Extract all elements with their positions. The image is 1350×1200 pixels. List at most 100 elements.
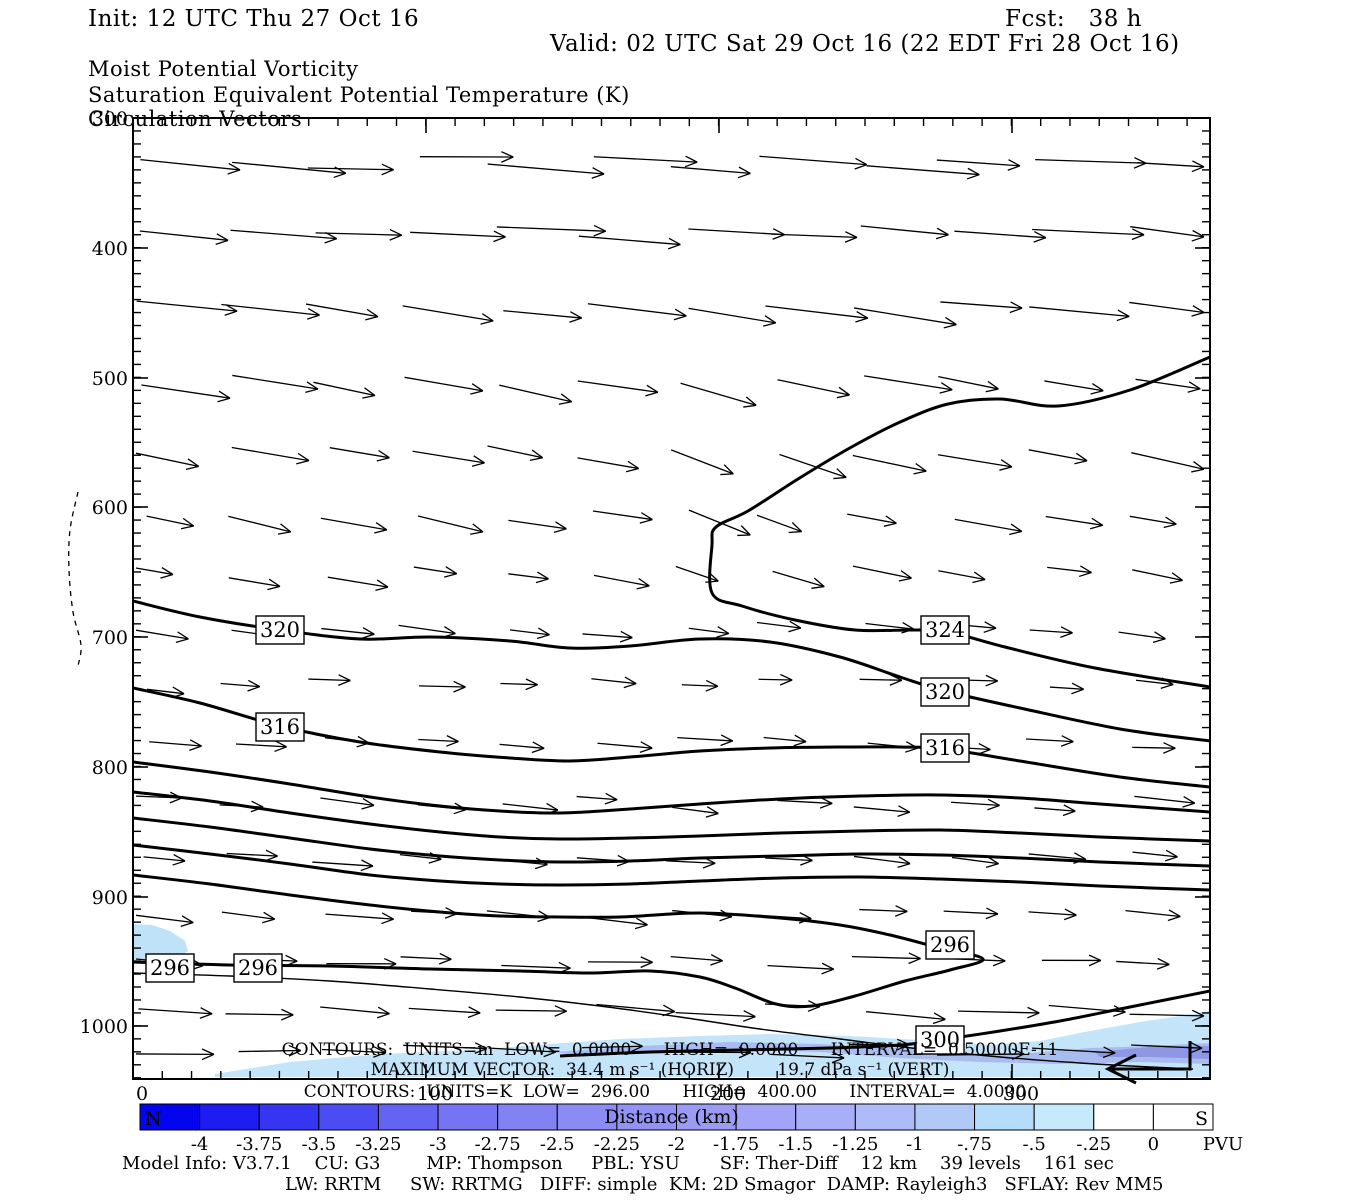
circulation-vector-arrow bbox=[1048, 1004, 1126, 1017]
circulation-vector-arrow bbox=[225, 1008, 294, 1021]
circulation-vector-arrow bbox=[859, 905, 908, 917]
circulation-vector-arrow bbox=[1129, 515, 1177, 529]
colorbar-tick-label: -2.25 bbox=[594, 1134, 640, 1155]
x-axis-tick-label: 200 bbox=[710, 1083, 746, 1105]
colorbar-segment bbox=[139, 1103, 201, 1131]
circulation-vector-arrow bbox=[677, 734, 734, 747]
colorbar-segment bbox=[795, 1103, 856, 1131]
circulation-vector-arrow bbox=[758, 673, 793, 686]
circulation-vector-arrow bbox=[500, 678, 538, 691]
circulation-vector-arrow bbox=[136, 300, 238, 316]
theta-es-contour-line bbox=[133, 599, 1210, 743]
circulation-vector-arrow bbox=[670, 449, 734, 476]
circulation-vector-arrow bbox=[859, 674, 903, 686]
circulation-vector-arrow bbox=[404, 376, 484, 395]
circulation-vector-arrow bbox=[1132, 569, 1183, 584]
circulation-vector-arrow bbox=[486, 910, 551, 923]
axes bbox=[132, 117, 1211, 1080]
dashed-contour-fragment bbox=[68, 491, 82, 667]
contour-info-mpv: CONTOURS: UNITS=m LOW= 0.0000 HIGH= 0.00… bbox=[281, 1040, 1059, 1060]
circulation-vector-arrow bbox=[143, 853, 186, 866]
circulation-vector-arrow bbox=[852, 454, 927, 475]
circulation-vector-arrow bbox=[1028, 852, 1087, 865]
circulation-vector-arrow bbox=[1125, 909, 1181, 922]
circulation-vector-arrow bbox=[1118, 631, 1166, 643]
circulation-vector-arrow bbox=[593, 574, 650, 590]
circulation-vector-arrow bbox=[500, 857, 548, 870]
circulation-vector-arrow bbox=[1132, 742, 1176, 754]
circulation-vector-arrow bbox=[864, 375, 953, 394]
circulation-vector-arrow bbox=[1116, 957, 1170, 970]
circulation-vector-arrow bbox=[597, 741, 653, 753]
circulation-vector-arrow bbox=[496, 224, 607, 237]
circulation-vector-arrow bbox=[315, 228, 402, 241]
circulation-vector-arrow bbox=[313, 381, 376, 399]
cross-section-endpoint-n: N bbox=[145, 1108, 162, 1130]
circulation-vector-arrow bbox=[1029, 626, 1073, 638]
y-axis-tick-label: 700 bbox=[92, 627, 128, 649]
colorbar-segment bbox=[377, 1103, 439, 1131]
circulation-vector-arrow bbox=[1130, 226, 1205, 242]
svg-text:316: 316 bbox=[260, 715, 300, 739]
colorbar-segment bbox=[437, 1103, 499, 1131]
circulation-vector-arrow bbox=[578, 235, 681, 250]
circulation-vector-arrow bbox=[399, 852, 442, 864]
circulation-vector-arrow bbox=[135, 1048, 215, 1061]
colorbar-segment bbox=[199, 1103, 260, 1131]
circulation-vector-arrow bbox=[771, 231, 858, 243]
circulation-vector-arrow bbox=[1045, 515, 1104, 530]
circulation-vector-arrow bbox=[866, 165, 980, 180]
circulation-vector-arrow bbox=[592, 510, 653, 524]
circulation-vector-arrow bbox=[669, 1046, 752, 1059]
circulation-vector-arrow bbox=[860, 225, 949, 240]
circulation-vector-arrow bbox=[763, 734, 807, 747]
circulation-vector-arrow bbox=[235, 740, 287, 753]
circulation-vector-arrow bbox=[1131, 452, 1205, 473]
circulation-vector-arrow bbox=[847, 513, 897, 527]
circulation-vector-arrow bbox=[577, 380, 659, 397]
pvu-colorbar: -4 -3.75 -3.5 -3.25 -3 -2.75 -2.5 -2.25 -2 -1.75-… bbox=[139, 1103, 1243, 1155]
circulation-vector-arrow bbox=[403, 1042, 488, 1054]
colorbar-tick-label: -1 bbox=[906, 1134, 924, 1155]
y-axis-tick-label: 600 bbox=[92, 497, 128, 519]
circulation-vector-arrow bbox=[141, 384, 231, 403]
circulation-vector-arrow bbox=[402, 305, 494, 325]
circulation-vector-arrow bbox=[770, 1051, 845, 1064]
colorbar-segment bbox=[616, 1103, 678, 1131]
theta-es-contour-line bbox=[133, 816, 1210, 868]
circulation-vector-arrow bbox=[312, 859, 374, 872]
mpv-shading-region bbox=[133, 924, 188, 962]
colorbar-tick-label: -4 bbox=[191, 1134, 209, 1155]
circulation-vector-arrow bbox=[1129, 301, 1205, 317]
circulation-vector-arrow bbox=[1041, 954, 1102, 967]
contour-value-label: 296 bbox=[925, 930, 975, 960]
colorbar-unit-label: PVU bbox=[1203, 1134, 1243, 1155]
circulation-vector-arrow bbox=[408, 1006, 481, 1019]
circulation-vector-arrow bbox=[759, 155, 868, 170]
circulation-vector-arrow bbox=[327, 576, 389, 592]
circulation-vector-arrow bbox=[488, 1045, 557, 1058]
circulation-vector-arrow bbox=[417, 802, 467, 815]
circulation-vector-arrow bbox=[135, 567, 174, 579]
circulation-vector-arrow bbox=[936, 159, 1021, 171]
svg-text:320: 320 bbox=[925, 680, 965, 704]
circulation-vector-arrow bbox=[326, 957, 397, 970]
circulation-vector-arrow bbox=[502, 802, 559, 815]
circulation-vector-arrow bbox=[308, 674, 351, 686]
circulation-vector-arrow bbox=[1049, 682, 1084, 695]
y-axis-tick-label: 900 bbox=[92, 887, 128, 909]
circulation-vector-arrow bbox=[672, 909, 733, 922]
circulation-vector-arrow bbox=[688, 626, 730, 638]
y-axis-tick-label: 400 bbox=[92, 238, 128, 260]
colorbar-tick-label: -3.5 bbox=[301, 1134, 336, 1155]
contour-info-theta: CONTOURS: UNITS=K LOW= 296.00 HIGH= 400.… bbox=[303, 1082, 1027, 1102]
circulation-vector-arrow bbox=[576, 792, 618, 805]
plot-title-field2: Saturation Equivalent Potential Temperat… bbox=[88, 83, 630, 107]
contour-value-label: 320 bbox=[255, 615, 305, 645]
circulation-vector-arrow bbox=[419, 151, 514, 163]
circulation-vector-arrow bbox=[412, 450, 485, 467]
circulation-vector-arrow bbox=[853, 855, 911, 868]
circulation-vector-arrow bbox=[943, 907, 999, 920]
circulation-vector-arrow bbox=[940, 301, 1023, 314]
circulation-vector-arrow bbox=[1136, 160, 1205, 173]
